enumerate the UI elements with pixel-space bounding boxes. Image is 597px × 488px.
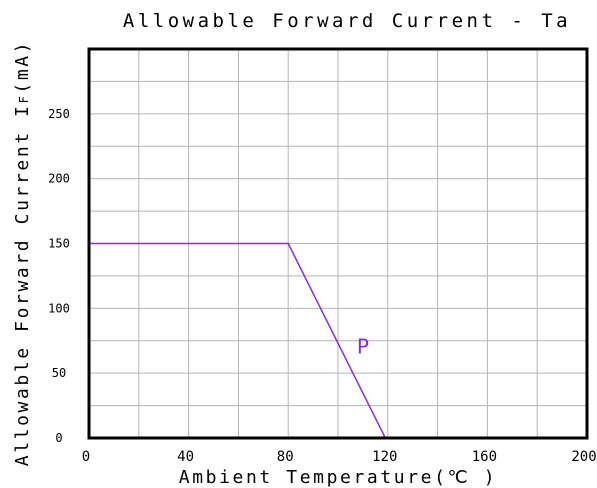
x-tick-label: 160 xyxy=(472,449,497,465)
grid-lines xyxy=(89,49,587,438)
plot-frame xyxy=(87,47,589,440)
annotations: P xyxy=(357,335,369,359)
x-tick-label: 200 xyxy=(571,449,596,465)
x-tick-label: 120 xyxy=(372,449,397,465)
x-tick-labels: 0 40 80 120 160 200 xyxy=(82,449,597,465)
annotation-label: P xyxy=(357,335,369,359)
data-series xyxy=(89,242,386,439)
series-line-0 xyxy=(89,242,386,439)
y-axis-label: Allowable Forward Current IF(mA) xyxy=(12,40,33,466)
y-tick-label: 250 xyxy=(48,107,70,121)
y-axis-label-main: Allowable Forward Current I xyxy=(12,103,33,466)
y-tick-label: 50 xyxy=(52,366,66,380)
y-tick-labels: 0 50 100 150 200 250 xyxy=(48,107,70,445)
y-tick-label: 200 xyxy=(48,172,70,186)
y-axis-label-unit: (mA) xyxy=(12,40,33,94)
y-tick-label: 150 xyxy=(48,237,70,251)
y-tick-label: 100 xyxy=(48,301,70,315)
x-tick-label: 80 xyxy=(277,449,294,465)
y-axis-label-subscript: F xyxy=(17,94,31,104)
y-tick-label: 0 xyxy=(55,431,62,445)
x-axis-label: Ambient Temperature(℃ ) xyxy=(179,467,497,488)
chart-title: Allowable Forward Current - Ta xyxy=(123,10,571,32)
x-tick-label: 0 xyxy=(82,449,90,465)
x-tick-label: 40 xyxy=(177,449,194,465)
